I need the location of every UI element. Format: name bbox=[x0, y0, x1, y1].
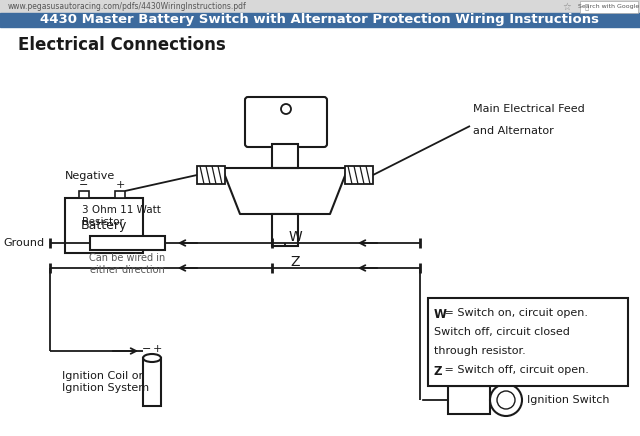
Bar bbox=[272, 144, 298, 168]
Bar bbox=[428, 298, 628, 386]
Text: Ignition Switch: Ignition Switch bbox=[527, 395, 609, 405]
Text: Switch off, circuit closed: Switch off, circuit closed bbox=[434, 327, 570, 337]
Bar bbox=[448, 386, 490, 414]
Bar bbox=[345, 166, 373, 184]
Text: 4430 Master Battery Switch with Alternator Protection Wiring Instructions: 4430 Master Battery Switch with Alternat… bbox=[40, 14, 600, 27]
Bar bbox=[79, 191, 89, 198]
Text: Z: Z bbox=[434, 365, 442, 378]
Ellipse shape bbox=[143, 354, 161, 362]
Text: 🔍: 🔍 bbox=[585, 3, 589, 10]
Text: and Alternator: and Alternator bbox=[473, 126, 554, 136]
Bar bbox=[115, 191, 125, 198]
Bar bbox=[0, 0, 640, 14]
Text: Battery: Battery bbox=[81, 219, 127, 232]
Circle shape bbox=[490, 384, 522, 416]
Text: Ground: Ground bbox=[4, 238, 45, 248]
Text: W: W bbox=[288, 230, 302, 244]
Text: = Switch off, circuit open.: = Switch off, circuit open. bbox=[441, 365, 589, 375]
Bar bbox=[90, 236, 165, 250]
Text: +: + bbox=[115, 180, 125, 190]
Bar bbox=[143, 358, 161, 406]
Bar bbox=[272, 214, 298, 246]
Text: Negative: Negative bbox=[65, 171, 115, 181]
Bar bbox=[580, 1, 638, 13]
FancyBboxPatch shape bbox=[245, 97, 327, 147]
Text: ☆: ☆ bbox=[563, 2, 572, 12]
Bar bbox=[0, 13, 640, 27]
Text: = Switch on, circuit open.: = Switch on, circuit open. bbox=[441, 308, 588, 318]
Text: −: − bbox=[79, 180, 89, 190]
Circle shape bbox=[497, 391, 515, 409]
Text: W: W bbox=[434, 308, 447, 321]
Circle shape bbox=[281, 104, 291, 114]
Bar bbox=[197, 166, 225, 184]
Text: Main Electrical Feed: Main Electrical Feed bbox=[473, 104, 585, 114]
Polygon shape bbox=[222, 168, 348, 214]
Text: through resistor.: through resistor. bbox=[434, 346, 525, 356]
Text: Search with Google: Search with Google bbox=[579, 4, 639, 10]
Text: Z: Z bbox=[291, 255, 300, 269]
Text: Can be wired in
either direction: Can be wired in either direction bbox=[89, 253, 165, 275]
Bar bbox=[65, 198, 143, 253]
Text: Ignition Coil or
Ignition System: Ignition Coil or Ignition System bbox=[62, 371, 149, 392]
Text: Electrical Connections: Electrical Connections bbox=[18, 36, 226, 54]
Text: www.pegasusautoracing.com/pdfs/4430WiringInstructions.pdf: www.pegasusautoracing.com/pdfs/4430Wirin… bbox=[8, 3, 247, 11]
Text: 3 Ohm 11 Watt
Resistor: 3 Ohm 11 Watt Resistor bbox=[82, 205, 161, 227]
Text: +: + bbox=[152, 344, 162, 354]
Text: −: − bbox=[142, 344, 152, 354]
